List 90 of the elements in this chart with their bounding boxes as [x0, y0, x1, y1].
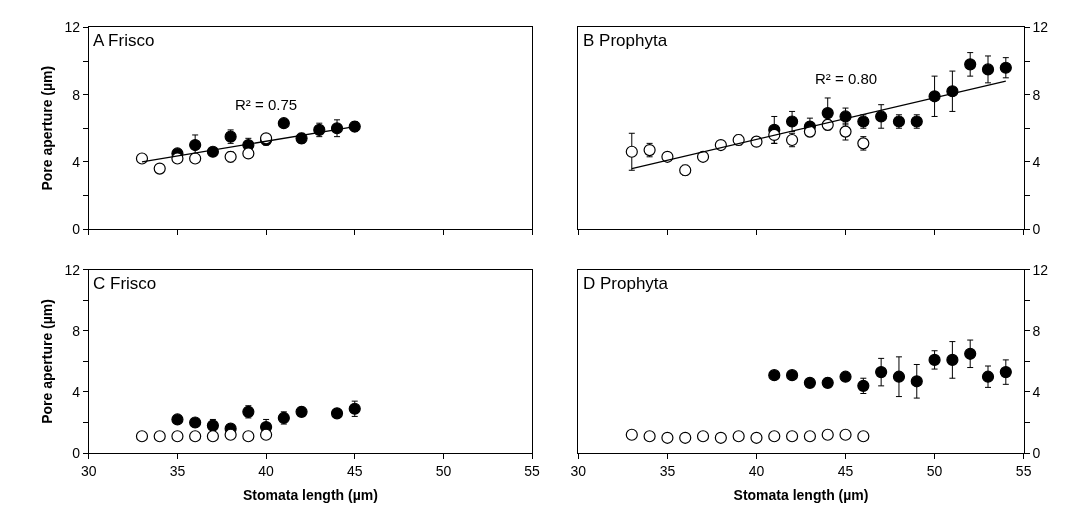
point — [330, 407, 344, 420]
point — [785, 115, 799, 128]
point — [696, 150, 710, 163]
point — [206, 430, 219, 443]
y-axis-title: Pore aperture (µm) — [39, 65, 55, 191]
point — [839, 428, 852, 441]
x-tick-label: 50 — [435, 462, 452, 479]
point — [768, 430, 781, 443]
x-tick-label: 55 — [524, 462, 541, 479]
point — [946, 353, 959, 366]
point — [785, 369, 799, 382]
x-tick-label: 50 — [926, 462, 943, 479]
x-tick-label: 45 — [837, 462, 854, 479]
point — [875, 366, 888, 379]
point — [964, 347, 977, 360]
point — [135, 430, 149, 443]
point — [189, 416, 202, 429]
annotation: R² = 0.80 — [815, 70, 878, 87]
point — [206, 145, 219, 158]
x-tick-label: 30 — [570, 462, 587, 479]
point — [625, 428, 638, 441]
chart-title: A Frisco — [93, 31, 155, 50]
point — [821, 428, 834, 441]
point — [803, 376, 817, 389]
point — [964, 58, 977, 71]
chart-title: C Frisco — [93, 274, 157, 293]
point — [875, 110, 888, 123]
x-tick-label: 30 — [80, 462, 97, 479]
point — [679, 431, 692, 444]
point — [153, 430, 166, 443]
y-tick-label: 0 — [72, 220, 81, 237]
point — [153, 162, 166, 175]
point — [821, 107, 834, 120]
x-tick-label: 35 — [169, 462, 186, 479]
point — [803, 430, 817, 443]
point — [696, 430, 710, 443]
y-tick-label: 0 — [1032, 444, 1041, 461]
y-tick-label: 4 — [1032, 383, 1041, 400]
point — [910, 375, 923, 388]
y-axis-title: Pore aperture (µm) — [39, 299, 55, 424]
point — [224, 428, 237, 441]
y-tick-label: 8 — [1032, 322, 1041, 339]
point — [857, 430, 870, 443]
point — [171, 430, 184, 443]
point — [189, 138, 202, 152]
x-tick-label: 45 — [346, 462, 363, 479]
y-tick-label: 4 — [72, 153, 81, 170]
point — [999, 61, 1012, 74]
point — [171, 413, 184, 426]
point — [135, 152, 149, 165]
chart-title: B Prophyta — [583, 31, 668, 50]
x-tick-label: 40 — [258, 462, 275, 479]
point — [999, 366, 1012, 379]
x-tick-label: 55 — [1015, 462, 1032, 479]
x-axis-title: Stomata length (µm) — [242, 487, 378, 504]
y-tick-label: 12 — [1032, 19, 1049, 36]
point — [643, 430, 656, 443]
point — [768, 369, 781, 382]
y-tick-label: 0 — [1032, 220, 1041, 237]
point — [242, 430, 255, 443]
point — [892, 370, 906, 383]
point — [625, 145, 638, 158]
point — [981, 370, 995, 383]
y-tick-label: 12 — [64, 261, 81, 278]
y-tick-label: 4 — [72, 383, 81, 400]
point — [189, 152, 202, 165]
point — [732, 430, 745, 443]
point — [785, 430, 799, 443]
x-axis-title: Stomata length (µm) — [733, 487, 869, 504]
y-tick-label: 4 — [1032, 153, 1041, 170]
y-tick-label: 12 — [1032, 261, 1049, 278]
x-tick-label: 35 — [659, 462, 676, 479]
annotation: R² = 0.75 — [235, 96, 298, 113]
y-tick-label: 0 — [72, 444, 81, 461]
point — [260, 428, 273, 441]
point — [661, 431, 674, 444]
point — [839, 370, 852, 383]
y-tick-label: 8 — [72, 322, 81, 339]
y-tick-label: 12 — [64, 19, 81, 36]
point — [750, 431, 763, 444]
y-tick-label: 8 — [72, 86, 81, 103]
point — [981, 63, 995, 76]
point — [928, 353, 941, 366]
point — [242, 147, 255, 160]
y-tick-label: 8 — [1032, 86, 1041, 103]
point — [277, 117, 290, 130]
x-tick-label: 40 — [748, 462, 765, 479]
chart-title: D Prophyta — [583, 274, 669, 293]
point — [714, 431, 727, 444]
point — [189, 430, 202, 443]
